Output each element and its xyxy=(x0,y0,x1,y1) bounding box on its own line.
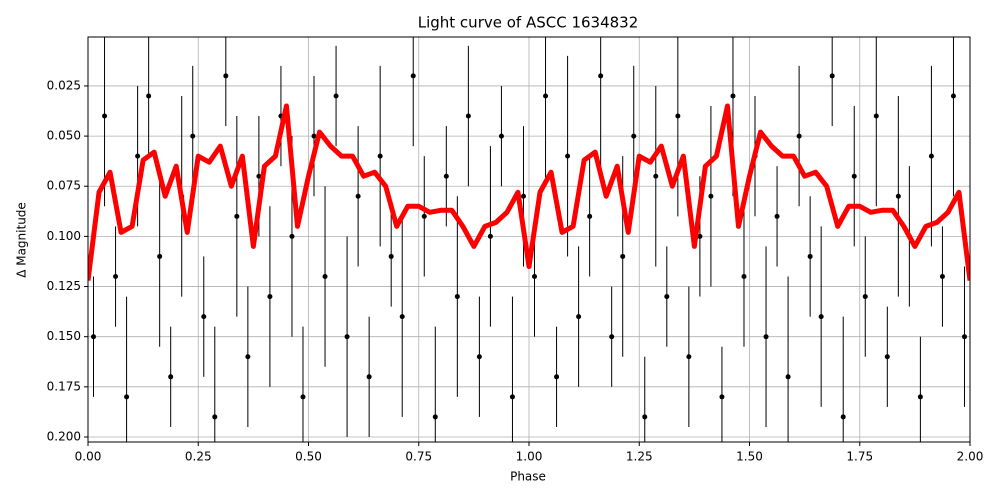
data-point xyxy=(785,374,791,380)
data-point xyxy=(763,334,769,340)
plot-frame xyxy=(87,36,971,443)
data-point xyxy=(366,374,372,380)
data-point xyxy=(476,354,482,360)
x-tick-label: 0.50 xyxy=(295,450,322,464)
data-point xyxy=(774,213,780,219)
data-point xyxy=(91,334,97,340)
data-point xyxy=(741,274,747,280)
data-point xyxy=(520,193,526,199)
y-tick-label: 0.150 xyxy=(47,329,81,343)
data-point xyxy=(818,314,824,320)
data-point xyxy=(796,133,802,139)
data-point xyxy=(829,73,835,79)
data-point xyxy=(322,274,328,280)
data-point xyxy=(807,253,813,259)
x-tick-label: 0.25 xyxy=(185,450,212,464)
data-point xyxy=(289,233,295,239)
data-point xyxy=(884,354,890,360)
data-point xyxy=(311,133,317,139)
data-point xyxy=(862,294,868,300)
data-point xyxy=(708,193,714,199)
data-point xyxy=(509,394,515,400)
data-point xyxy=(410,73,416,79)
data-point xyxy=(719,394,725,400)
data-point xyxy=(487,233,493,239)
x-tick-label: 2.00 xyxy=(957,450,984,464)
data-point xyxy=(675,113,681,119)
data-point xyxy=(388,253,394,259)
data-point xyxy=(454,294,460,300)
data-point xyxy=(377,153,383,159)
data-point xyxy=(355,193,361,199)
data-point xyxy=(168,374,174,380)
y-tick-label: 0.075 xyxy=(47,179,81,193)
y-axis-label: Δ Magnitude xyxy=(15,202,29,278)
x-tick-label: 1.50 xyxy=(736,450,763,464)
data-point xyxy=(609,334,615,340)
data-point xyxy=(840,414,846,420)
data-point xyxy=(113,274,119,280)
y-tick-label: 0.100 xyxy=(47,229,81,243)
y-tick-label: 0.025 xyxy=(47,78,81,92)
model-curve xyxy=(88,103,970,281)
data-point xyxy=(576,314,582,320)
x-tick-label: 1.00 xyxy=(516,450,543,464)
data-point xyxy=(939,274,945,280)
data-point xyxy=(851,173,857,179)
data-point xyxy=(950,93,956,99)
data-point xyxy=(267,294,273,300)
data-point xyxy=(598,73,604,79)
data-point xyxy=(554,374,560,380)
data-point xyxy=(697,233,703,239)
data-point xyxy=(333,93,339,99)
data-point xyxy=(256,173,262,179)
y-tick-label: 0.200 xyxy=(47,429,81,443)
data-point xyxy=(587,213,593,219)
y-tick-label: 0.050 xyxy=(47,129,81,143)
data-point xyxy=(620,253,626,259)
data-point xyxy=(399,314,405,320)
data-point xyxy=(928,153,934,159)
data-point xyxy=(234,213,240,219)
data-point xyxy=(443,173,449,179)
data-point xyxy=(212,414,218,420)
x-tick-label: 1.75 xyxy=(846,450,873,464)
data-point xyxy=(631,133,637,139)
data-point xyxy=(223,73,229,79)
data-point xyxy=(432,414,438,420)
y-tick-label: 0.125 xyxy=(47,279,81,293)
data-point xyxy=(300,394,306,400)
data-point xyxy=(873,113,879,119)
data-point xyxy=(465,113,471,119)
data-point xyxy=(642,414,648,420)
data-point xyxy=(102,113,108,119)
data-point xyxy=(565,153,571,159)
data-point xyxy=(146,93,152,99)
data-point xyxy=(421,213,427,219)
data-point xyxy=(190,133,196,139)
x-axis-label: Phase xyxy=(510,470,546,484)
data-point xyxy=(543,93,549,99)
data-point xyxy=(157,253,163,259)
data-point xyxy=(124,394,130,400)
data-point xyxy=(344,334,350,340)
chart-title: Light curve of ASCC 1634832 xyxy=(418,14,639,32)
data-point xyxy=(498,133,504,139)
data-point xyxy=(245,354,251,360)
x-tick-label: 1.25 xyxy=(626,450,653,464)
data-point xyxy=(664,294,670,300)
x-tick-label: 0.00 xyxy=(75,450,102,464)
data-point xyxy=(895,193,901,199)
x-tick-label: 0.75 xyxy=(405,450,432,464)
data-point xyxy=(201,314,207,320)
data-point xyxy=(917,394,923,400)
data-point xyxy=(730,93,736,99)
data-point xyxy=(135,153,141,159)
y-tick-label: 0.175 xyxy=(47,379,81,393)
data-point xyxy=(961,334,967,340)
data-point xyxy=(532,274,538,280)
data-point xyxy=(653,173,659,179)
data-point xyxy=(686,354,692,360)
